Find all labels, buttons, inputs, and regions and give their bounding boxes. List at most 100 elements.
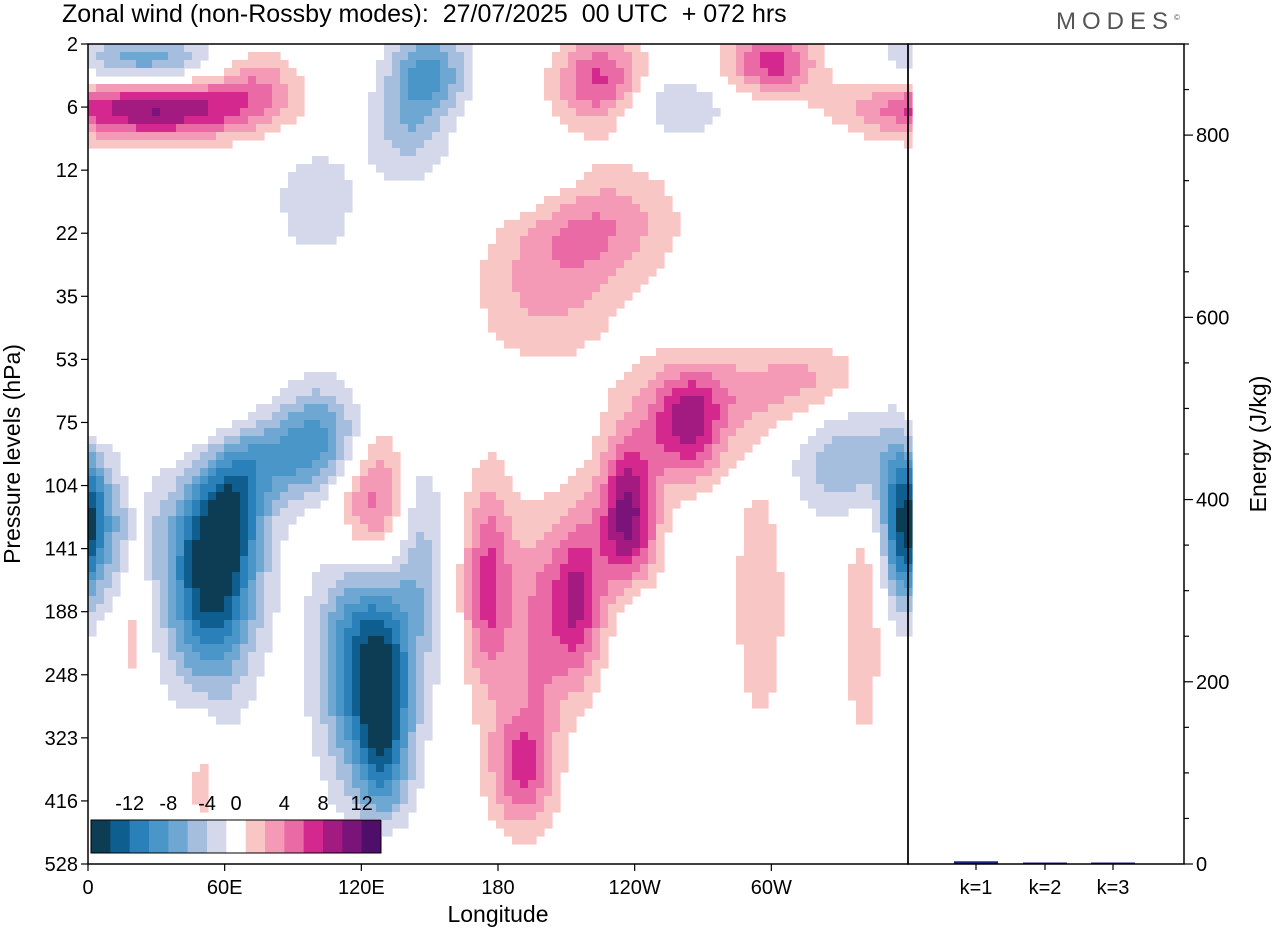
heatmap-cell: [608, 228, 617, 237]
heatmap-cell: [464, 548, 473, 557]
heatmap-cell: [304, 708, 313, 717]
heatmap-cell: [184, 44, 193, 53]
heatmap-cell: [632, 212, 641, 221]
heatmap-cell: [560, 204, 569, 213]
heatmap-cell: [736, 428, 745, 437]
heatmap-cell: [416, 76, 425, 85]
heatmap-cell: [376, 156, 385, 165]
heatmap-cell: [568, 628, 577, 637]
heatmap-cell: [368, 100, 377, 109]
heatmap-cell: [768, 540, 777, 549]
heatmap-cell: [96, 516, 105, 525]
heatmap-cell: [768, 676, 777, 685]
heatmap-cell: [344, 628, 353, 637]
heatmap-cell: [416, 604, 425, 613]
heatmap-cell: [240, 436, 249, 445]
heatmap-cell: [128, 60, 137, 69]
heatmap-cell: [848, 420, 857, 429]
heatmap-cell: [568, 188, 577, 197]
heatmap-cell: [864, 604, 873, 613]
colorbar-label: -12: [115, 793, 144, 815]
energy-category-label: k=2: [1029, 877, 1062, 899]
heatmap-cell: [456, 60, 465, 69]
heatmap-cell: [464, 676, 473, 685]
heatmap-cell: [552, 540, 561, 549]
heatmap-cell: [520, 588, 529, 597]
heatmap-cell: [216, 644, 225, 653]
heatmap-cell: [264, 460, 273, 469]
heatmap-cell: [472, 588, 481, 597]
heatmap-cell: [536, 332, 545, 341]
heatmap-cell: [184, 124, 193, 133]
heatmap-cell: [680, 356, 689, 365]
heatmap-cell: [376, 100, 385, 109]
heatmap-cell: [520, 508, 529, 517]
heatmap-cell: [872, 644, 881, 653]
heatmap-cell: [312, 460, 321, 469]
heatmap-cell: [144, 564, 153, 573]
heatmap-cell: [296, 76, 305, 85]
heatmap-cell: [144, 140, 153, 149]
heatmap-cell: [888, 524, 897, 533]
heatmap-cell: [680, 460, 689, 469]
heatmap-cell: [488, 308, 497, 317]
heatmap-cell: [368, 596, 377, 605]
heatmap-cell: [96, 476, 105, 485]
heatmap-cell: [264, 428, 273, 437]
heatmap-cell: [600, 292, 609, 301]
heatmap-cell: [512, 580, 521, 589]
heatmap-cell: [432, 644, 441, 653]
heatmap-cell: [360, 588, 369, 597]
heatmap-cell: [488, 548, 497, 557]
heatmap-cell: [824, 76, 833, 85]
heatmap-cell: [816, 396, 825, 405]
heatmap-cell: [232, 124, 241, 133]
heatmap-cell: [480, 588, 489, 597]
heatmap-cell: [368, 604, 377, 613]
heatmap-cell: [400, 620, 409, 629]
heatmap-cell: [520, 548, 529, 557]
heatmap-cell: [568, 636, 577, 645]
heatmap-cell: [96, 564, 105, 573]
heatmap-cell: [512, 796, 521, 805]
heatmap-cell: [312, 468, 321, 477]
heatmap-cell: [272, 412, 281, 421]
heatmap-cell: [392, 572, 401, 581]
heatmap-cell: [432, 540, 441, 549]
heatmap-cell: [624, 372, 633, 381]
heatmap-cell: [424, 124, 433, 133]
heatmap-cell: [512, 716, 521, 725]
heatmap-cell: [152, 540, 161, 549]
heatmap-cell: [632, 388, 641, 397]
heatmap-cell: [728, 452, 737, 461]
heatmap-cell: [216, 132, 225, 141]
heatmap-cell: [816, 428, 825, 437]
heatmap-cell: [880, 516, 889, 525]
heatmap-cell: [656, 404, 665, 413]
heatmap-cell: [568, 44, 577, 53]
heatmap-cell: [728, 388, 737, 397]
heatmap-cell: [568, 300, 577, 309]
heatmap-cell: [360, 468, 369, 477]
heatmap-cell: [96, 612, 105, 621]
heatmap-cell: [600, 636, 609, 645]
heatmap-cell: [776, 404, 785, 413]
heatmap-cell: [792, 380, 801, 389]
heatmap-cell: [296, 212, 305, 221]
heatmap-cell: [592, 596, 601, 605]
heatmap-cell: [248, 580, 257, 589]
heatmap-cell: [384, 172, 393, 181]
heatmap-cell: [592, 276, 601, 285]
heatmap-cell: [568, 708, 577, 717]
heatmap-cell: [568, 124, 577, 133]
heatmap-cell: [736, 396, 745, 405]
heatmap-cell: [816, 84, 825, 93]
heatmap-cell: [464, 652, 473, 661]
heatmap-cell: [856, 564, 865, 573]
heatmap-cell: [576, 644, 585, 653]
heatmap-cell: [760, 388, 769, 397]
heatmap-cell: [760, 52, 769, 61]
heatmap-cell: [336, 180, 345, 189]
heatmap-cell: [600, 236, 609, 245]
heatmap-cell: [352, 572, 361, 581]
